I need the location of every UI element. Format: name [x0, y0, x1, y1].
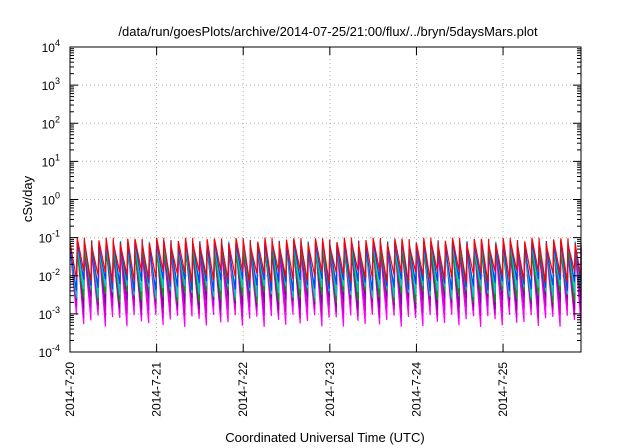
- series-group: [69, 237, 582, 327]
- y-tick-label: 104: [42, 38, 60, 55]
- ticks: [69, 46, 581, 353]
- x-tick-label: 2014-7-24: [409, 362, 423, 417]
- grid: [70, 47, 581, 352]
- y-tick-label: 10-1: [39, 229, 60, 246]
- y-axis-title: cSv/day: [20, 175, 35, 222]
- x-tick-label: 2014-7-22: [236, 362, 250, 417]
- x-tick-label: 2014-7-20: [63, 362, 77, 417]
- series-line: [69, 237, 582, 283]
- y-tick-label: 103: [42, 76, 60, 93]
- x-axis-title: Coordinated Universal Time (UTC): [225, 430, 424, 445]
- y-tick-label: 10-4: [39, 343, 60, 360]
- y-tick-label: 100: [42, 191, 60, 208]
- y-tick-labels: 10-4 10-3 10-2 10-1 100 101 102 103 104: [39, 38, 60, 360]
- y-tick-label: 101: [42, 152, 60, 169]
- x-tick-label: 2014-7-25: [496, 362, 510, 417]
- x-tick-labels: 2014-7-20 2014-7-21 2014-7-22 2014-7-23 2014…: [63, 362, 510, 417]
- y-tick-label: 102: [42, 114, 60, 131]
- x-tick-label: 2014-7-23: [323, 362, 337, 417]
- x-tick-label: 2014-7-21: [150, 362, 164, 417]
- y-tick-label: 10-2: [39, 267, 60, 284]
- chart-title: /data/run/goesPlots/archive/2014-07-25/2…: [118, 24, 538, 39]
- y-tick-label: 10-3: [39, 305, 60, 322]
